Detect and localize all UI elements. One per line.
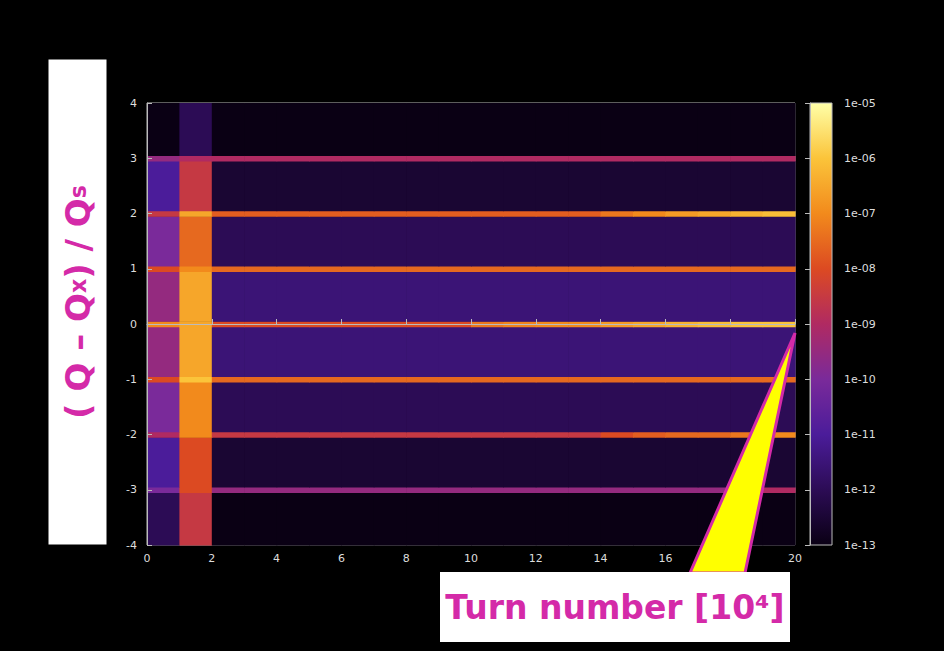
- svg-text:1e-11: 1e-11: [844, 428, 876, 441]
- svg-text:1e-09: 1e-09: [844, 318, 876, 331]
- svg-text:10: 10: [464, 552, 478, 565]
- svg-text:4: 4: [273, 552, 280, 565]
- svg-text:1e-06: 1e-06: [844, 152, 876, 165]
- svg-text:12: 12: [529, 552, 543, 565]
- svg-text:2: 2: [130, 207, 137, 220]
- svg-text:14: 14: [594, 552, 608, 565]
- svg-text:3: 3: [130, 152, 137, 165]
- svg-text:6: 6: [338, 552, 345, 565]
- html-text:x: x: [64, 278, 91, 294]
- svg-text:1e-12: 1e-12: [844, 483, 876, 496]
- svg-text:20: 20: [788, 552, 802, 565]
- svg-text:-1: -1: [126, 373, 137, 386]
- svg-text:-2: -2: [126, 428, 137, 441]
- svg-text:4: 4: [130, 97, 137, 110]
- svg-text:18: 18: [723, 552, 737, 565]
- svg-text:1e-05: 1e-05: [844, 97, 876, 110]
- svg-text:16: 16: [658, 552, 672, 565]
- svg-text:8: 8: [403, 552, 410, 565]
- svg-text:1e-10: 1e-10: [844, 373, 876, 386]
- svg-text:0: 0: [144, 552, 151, 565]
- html-text:s: s: [64, 185, 91, 199]
- svg-text:1e-13: 1e-13: [844, 539, 876, 552]
- html-text:( Q – Q: ( Q – Q: [57, 293, 98, 419]
- html-text:Turn number [10⁴]: Turn number [10⁴]: [445, 587, 785, 627]
- svg-text:2: 2: [208, 552, 215, 565]
- svg-text:0: 0: [130, 318, 137, 331]
- svg-text:-4: -4: [126, 539, 137, 552]
- svg-text:1e-08: 1e-08: [844, 262, 876, 275]
- svg-text:-3: -3: [126, 483, 137, 496]
- svg-text:1e-07: 1e-07: [844, 207, 876, 220]
- svg-text:1: 1: [130, 262, 137, 275]
- html-text:) / Q: ) / Q: [57, 198, 98, 279]
